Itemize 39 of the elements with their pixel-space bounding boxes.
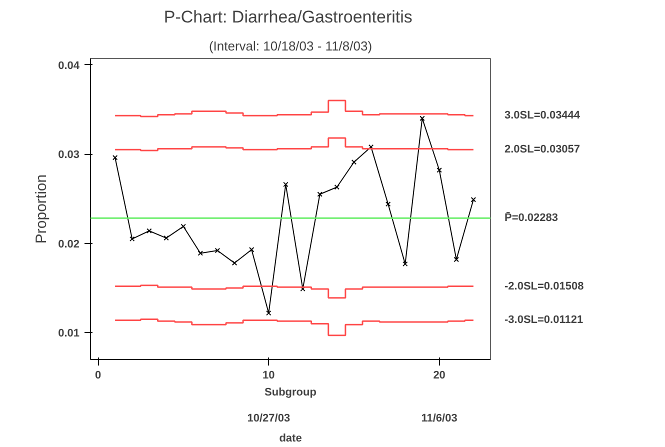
y-tick-label: 0.01 bbox=[58, 328, 80, 340]
point bbox=[146, 228, 152, 234]
point bbox=[248, 247, 254, 252]
text: -2.0SL=0.01508 bbox=[504, 280, 584, 292]
point bbox=[112, 155, 118, 160]
point bbox=[198, 250, 204, 256]
point bbox=[232, 260, 238, 266]
point bbox=[402, 261, 408, 267]
y-tick-label: 0.04 bbox=[58, 60, 80, 72]
point bbox=[180, 224, 186, 230]
ref-line-label: P̄=0.02283 bbox=[504, 212, 558, 224]
point bbox=[317, 192, 322, 197]
x-tick-label: 0 bbox=[94, 370, 102, 382]
text: 2.0SL=0.03057 bbox=[504, 144, 580, 156]
x2-tick-label: 11/6/03 bbox=[421, 412, 458, 424]
chart-subtitle: (Interval: 10/18/03 - 11/8/03) bbox=[208, 38, 372, 54]
point bbox=[164, 235, 169, 241]
x-axis-title: Subgroup bbox=[264, 386, 317, 398]
point bbox=[130, 236, 135, 242]
point bbox=[454, 256, 459, 262]
point bbox=[420, 116, 425, 121]
y-tick-label: 0.03 bbox=[58, 149, 80, 162]
text: -3.0SL=0.01121 bbox=[504, 314, 584, 326]
x-tick-label: 20 bbox=[433, 370, 446, 382]
point bbox=[214, 248, 220, 254]
point bbox=[334, 184, 340, 190]
text: 3.0SL=0.03444 bbox=[504, 110, 581, 122]
y-axis-title: Proportion bbox=[33, 174, 50, 244]
chart-title: P-Chart: Diarrhea/Gastroenteritis bbox=[164, 8, 412, 26]
x-tick-label: 10 bbox=[262, 370, 275, 382]
point bbox=[283, 182, 288, 188]
point bbox=[470, 197, 476, 202]
x2-axis-title: date bbox=[279, 432, 302, 444]
point bbox=[266, 310, 272, 316]
point bbox=[436, 168, 442, 173]
y-tick-label: 0.02 bbox=[58, 238, 80, 250]
point bbox=[351, 159, 357, 165]
point bbox=[385, 201, 391, 207]
x2-tick-label: 10/27/03 bbox=[247, 412, 290, 424]
